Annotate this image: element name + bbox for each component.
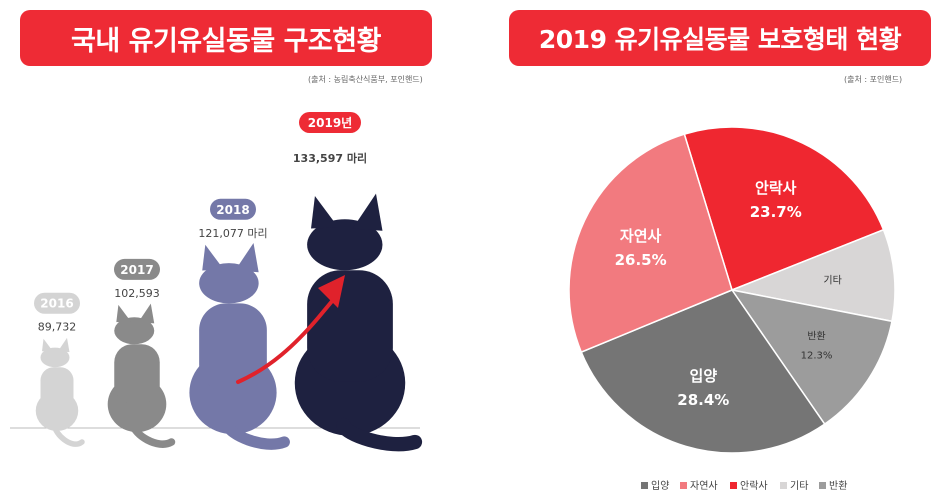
cat-bar-0: 2016 89,732 [34, 292, 85, 447]
right-chart-title: 2019 유기유실동물 보호형태 현황 [509, 10, 931, 66]
legend-label: 자연사 [690, 480, 718, 492]
cat-ear-right [138, 303, 155, 324]
slice-value: 28.4% [677, 391, 729, 409]
year-label: 2017 [120, 263, 153, 277]
year-badge-bg [299, 112, 361, 133]
legend-swatch [730, 482, 737, 489]
cat-ear-left [116, 304, 131, 323]
cat-ear-right [352, 193, 383, 231]
cat-tail [129, 421, 176, 448]
cat-bar-2: 2018 121,077 마리 [189, 198, 290, 450]
count-label: 102,593 [114, 287, 160, 300]
year-label: 2019년 [308, 116, 352, 130]
cat-torso [307, 270, 393, 382]
cat-head [307, 219, 383, 271]
legend-swatch [780, 482, 787, 489]
year-label: 2016 [40, 297, 73, 311]
legend-swatch [680, 482, 687, 489]
cat-ear-left [42, 338, 53, 352]
cat-head [40, 347, 70, 368]
pie-slice-0 [683, 126, 885, 291]
legend-label: 안락사 [740, 480, 768, 492]
cat-ear-left [202, 244, 224, 271]
slice-label: 반환 [807, 330, 825, 342]
rescue-count-chart: 2016 89,732 2017 102,593 2018 121,077 마리 2019년… [10, 112, 423, 452]
year-badge-bg [210, 198, 256, 220]
year-badge-bg [34, 292, 80, 314]
legend-swatch [819, 482, 826, 489]
trend-arrow-line [236, 298, 335, 384]
cat-bar-3: 2019년 133,597 마리 [293, 112, 423, 452]
year-label: 2018 [216, 203, 249, 217]
cat-head [199, 263, 259, 304]
cat-ear-right [57, 337, 70, 353]
legend-label: 반환 [829, 480, 847, 492]
slice-label: 자연사 [620, 227, 662, 245]
slice-label: 기타 [823, 275, 841, 287]
cat-torso [114, 344, 160, 404]
pie-slice-4 [568, 133, 733, 354]
trend-arrow-head [318, 275, 345, 308]
cat-ear-left [311, 196, 339, 229]
right-source-note: (출처 : 포인핸드) [844, 75, 903, 84]
slice-value: 26.5% [615, 251, 667, 269]
pie-slice-2 [730, 288, 893, 426]
year-badge-bg [114, 258, 160, 280]
count-label: 133,597 마리 [293, 151, 367, 165]
legend-label: 기타 [790, 480, 808, 492]
cat-tail [222, 419, 290, 450]
cat-bar-1: 2017 102,593 [107, 258, 176, 448]
left-chart-title: 국내 유기유실동물 구조현황 [20, 10, 432, 66]
left-source-note: (출처 : 농림축산식품부, 포인핸드) [308, 75, 423, 84]
legend-swatch [641, 482, 648, 489]
legend-label: 입양 [651, 479, 669, 492]
cat-head [114, 317, 155, 345]
slice-value: 23.7% [750, 203, 802, 221]
cat-ear-right [235, 242, 259, 273]
cat-tail [336, 417, 423, 452]
cat-torso [40, 367, 74, 411]
cat-torso [199, 303, 267, 392]
slice-label: 입양 [690, 367, 718, 385]
slice-label: 안락사 [755, 179, 797, 197]
pie-slice-1 [729, 228, 896, 323]
count-label: 89,732 [38, 321, 77, 334]
slice-value: 12.3% [801, 350, 833, 361]
cat-tail [51, 422, 85, 447]
pie-slice-3 [580, 289, 826, 454]
count-label: 121,077 마리 [198, 227, 267, 240]
